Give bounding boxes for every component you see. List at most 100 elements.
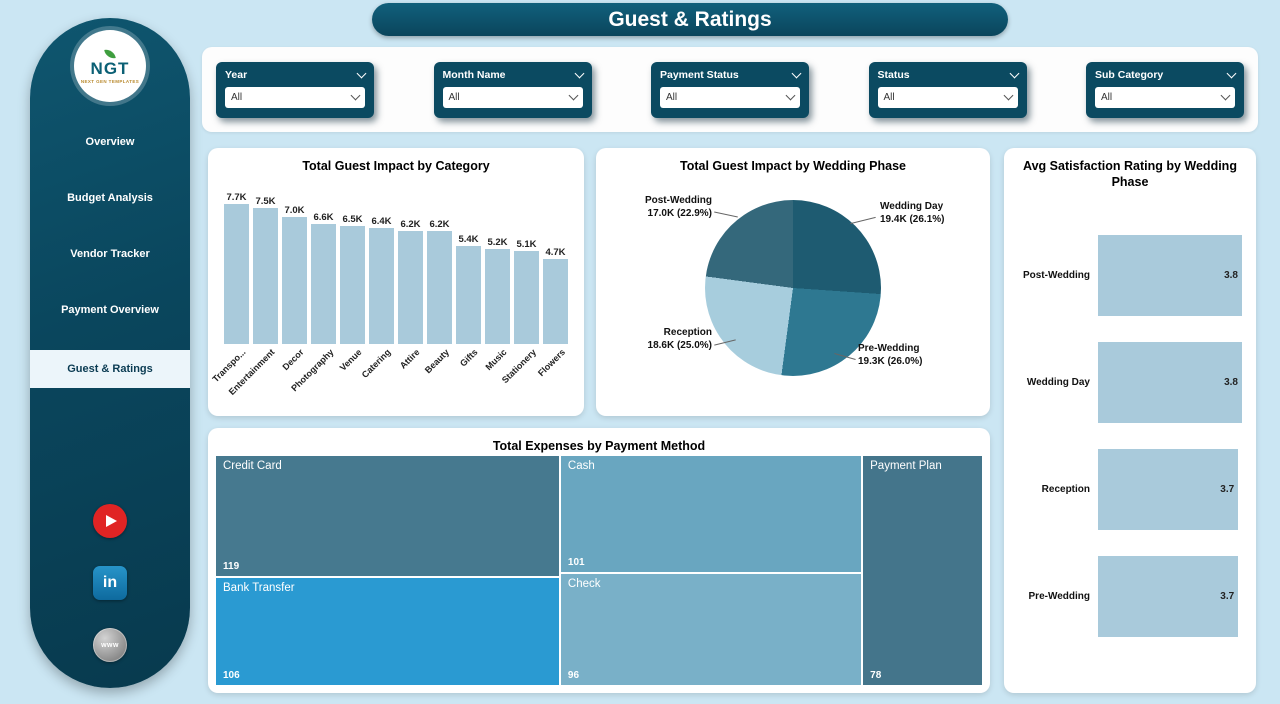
sidebar-nav: Overview Budget Analysis Vendor Tracker Pay… xyxy=(30,126,190,388)
bar-entertainment[interactable] xyxy=(253,208,278,345)
rating-bar-reception[interactable]: 3.7 xyxy=(1098,448,1239,530)
pie-chart[interactable] xyxy=(705,200,881,377)
slicer-dropdown-month-name[interactable]: All xyxy=(442,86,583,108)
pie-connector-line xyxy=(714,211,738,218)
tile-label: Payment Plan xyxy=(870,460,942,472)
bar-value-label: 4.7K xyxy=(545,247,566,259)
chart-title: Avg Satisfaction Rating by Wedding Phase xyxy=(1023,159,1237,190)
category-cell: Attire xyxy=(398,346,423,408)
treemap-tile-credit-card[interactable]: Credit Card 119 xyxy=(216,456,559,577)
tile-value: 119 xyxy=(223,561,240,573)
treemap-tile-bank-transfer[interactable]: Bank Transfer 106 xyxy=(216,578,559,685)
rating-row: Wedding Day 3.8 xyxy=(1012,341,1242,423)
rating-row: Post-Wedding 3.8 xyxy=(1012,234,1242,316)
treemap-tile-check[interactable]: Check 96 xyxy=(560,574,862,685)
rating-value-label: 3.8 xyxy=(1224,376,1238,388)
slicer-selected-value: All xyxy=(231,91,243,103)
treemap-tile-cash[interactable]: Cash 101 xyxy=(560,456,862,573)
slicer-title: Sub Category xyxy=(1095,68,1164,81)
bar-attire[interactable] xyxy=(398,231,423,345)
bar-value-label: 5.1K xyxy=(516,239,537,251)
category-cell: Flowers xyxy=(536,346,568,408)
bar-column: 5.4K xyxy=(456,234,481,345)
rating-bar-track: 3.8 xyxy=(1098,341,1242,423)
bar-value-label: 7.0K xyxy=(284,205,305,217)
bar-music[interactable] xyxy=(485,249,510,345)
rating-bar-pre-wedding[interactable]: 3.7 xyxy=(1098,555,1239,637)
slice-name: Pre-Wedding xyxy=(858,343,920,355)
slicer-header: Payment Status xyxy=(660,68,802,81)
bar-column: 6.2K xyxy=(398,219,423,345)
bar-value-label: 7.5K xyxy=(255,196,276,208)
play-icon xyxy=(106,515,117,527)
slicer-dropdown-payment-status[interactable]: All xyxy=(660,86,800,108)
website-icon[interactable]: www xyxy=(93,628,127,662)
slicer-title: Month Name xyxy=(442,68,506,81)
treemap-tile-payment-plan[interactable]: Payment Plan 78 xyxy=(863,456,983,685)
bar-chart-plot: 7.7K 7.5K 7.0K 6.6K 6.5K 6.4K 6.2K 6.2K 5.4K 5.2K… xyxy=(224,188,568,345)
bar-photography[interactable] xyxy=(311,224,336,345)
slicer-title: Payment Status xyxy=(660,68,739,81)
chevron-down-icon xyxy=(1003,90,1013,101)
chevron-down-icon xyxy=(785,90,796,101)
category-cell: Gifts xyxy=(456,346,481,408)
chart-title: Total Guest Impact by Wedding Phase xyxy=(680,159,906,173)
bar-value-label: 5.4K xyxy=(458,234,479,246)
youtube-icon[interactable] xyxy=(93,504,127,538)
category-label: Catering xyxy=(360,347,394,381)
slicer-dropdown-status[interactable]: All xyxy=(877,86,1018,108)
pie-connector-line xyxy=(850,217,876,225)
sidebar-item-vendor-tracker[interactable]: Vendor Tracker xyxy=(30,238,190,270)
card-guest-impact-by-category: Total Guest Impact by Category 7.7K 7.5K 7… xyxy=(208,148,584,416)
treemap-chart: Credit Card 119 Bank Transfer 106 Cash 101 Che… xyxy=(216,456,983,685)
bar-column: 6.6K xyxy=(311,212,336,345)
card-expenses-by-payment-method: Total Expenses by Payment Method Credit … xyxy=(208,428,990,693)
category-cell: Photography xyxy=(289,346,336,408)
sidebar-item-label: Vendor Tracker xyxy=(70,248,150,260)
bar-decor[interactable] xyxy=(282,217,307,345)
bar-column: 7.7K xyxy=(224,192,249,345)
bar-venue[interactable] xyxy=(340,226,365,345)
chevron-down-icon[interactable] xyxy=(1226,68,1237,78)
chevron-down-icon[interactable] xyxy=(791,68,802,78)
bar-value-label: 7.7K xyxy=(226,192,247,204)
bar-beauty[interactable] xyxy=(427,231,452,345)
card-guest-impact-by-wedding-phase: Total Guest Impact by Wedding Phase Wedd… xyxy=(596,148,990,416)
category-cell: Beauty xyxy=(423,346,452,408)
sidebar-item-budget-analysis[interactable]: Budget Analysis xyxy=(30,182,190,214)
bar-gifts[interactable] xyxy=(456,246,481,345)
bar-column: 6.2K xyxy=(427,219,452,345)
bar-transpo[interactable] xyxy=(224,204,249,345)
slice-name: Post-Wedding xyxy=(644,195,712,207)
linkedin-icon[interactable]: in xyxy=(93,566,127,600)
rating-category-label: Post-Wedding xyxy=(1022,269,1090,281)
bar-flowers[interactable] xyxy=(543,259,568,345)
slicer-dropdown-sub-category[interactable]: All xyxy=(1095,86,1235,108)
slicer-header: Month Name xyxy=(442,68,584,81)
chevron-down-icon[interactable] xyxy=(574,68,584,78)
rating-bar-wedding-day[interactable]: 3.8 xyxy=(1098,341,1242,423)
chevron-down-icon[interactable] xyxy=(356,68,367,78)
slicer-header: Year xyxy=(225,68,367,81)
ngt-logo: NGT NEXT GEN TEMPLATES xyxy=(74,30,146,102)
bar-catering[interactable] xyxy=(369,228,394,345)
filter-bar: Year All Month Name All Payment Status All Sta… xyxy=(202,47,1258,132)
tile-value: 78 xyxy=(870,670,882,681)
sidebar-item-payment-overview[interactable]: Payment Overview xyxy=(30,294,190,326)
chart-title: Total Guest Impact by Category xyxy=(302,159,490,173)
bar-value-label: 6.4K xyxy=(371,216,392,228)
category-cell: Catering xyxy=(360,346,394,408)
sidebar-item-overview[interactable]: Overview xyxy=(30,126,190,158)
bar-stationery[interactable] xyxy=(514,251,539,345)
category-label: Venue xyxy=(338,347,365,374)
slicer-title: Year xyxy=(225,68,248,81)
sidebar-item-label: Overview xyxy=(85,136,135,148)
chevron-down-icon[interactable] xyxy=(1009,68,1019,78)
slicer-dropdown-year[interactable]: All xyxy=(225,86,365,108)
social-links: in www xyxy=(30,504,190,662)
sidebar-item-guest-ratings[interactable]: Guest & Ratings xyxy=(30,350,190,388)
pie-label-reception: Reception 18.6K (25.0%) xyxy=(624,326,712,352)
logo-subtext: NEXT GEN TEMPLATES xyxy=(80,78,140,84)
slice-value: 18.6K (25.0%) xyxy=(647,340,712,352)
rating-bar-post-wedding[interactable]: 3.8 xyxy=(1098,234,1242,316)
